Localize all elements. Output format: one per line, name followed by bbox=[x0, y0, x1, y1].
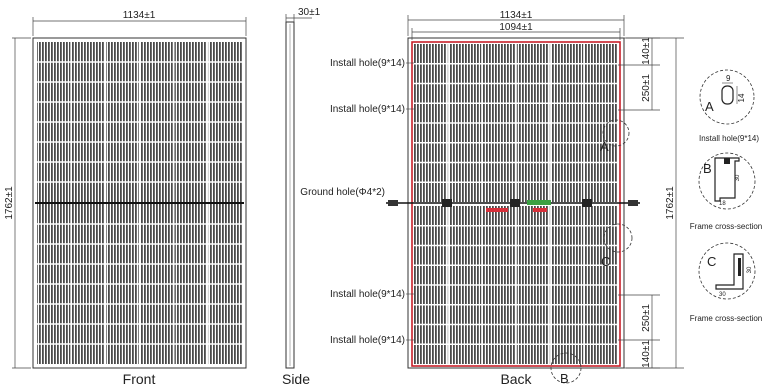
frame-profile-c bbox=[715, 253, 744, 290]
side-view: 30±1 Side bbox=[282, 7, 321, 387]
junction-box-cables bbox=[386, 199, 640, 212]
back-width-outer-label: 1134±1 bbox=[500, 10, 533, 21]
detail-b-circle bbox=[698, 152, 756, 210]
hole-bottom-dim-label: 140±1 bbox=[641, 340, 652, 368]
front-height-dimension bbox=[12, 37, 31, 369]
detail-c-dim-w: 30 bbox=[719, 292, 726, 298]
detail-a-caption: Install hole(9*14) bbox=[699, 134, 759, 143]
back-width-inner-label: 1094±1 bbox=[499, 22, 533, 33]
cable-connector-left bbox=[388, 200, 398, 206]
front-width-dimension bbox=[32, 17, 247, 36]
detail-marker-a: A bbox=[600, 139, 609, 154]
detail-b-dim-w: 18 bbox=[719, 201, 726, 207]
install-hole-leaders bbox=[406, 62, 414, 341]
front-view: 1134±1 1762±1 Front bbox=[4, 10, 247, 387]
junction-box-right bbox=[582, 199, 592, 207]
install-hole-label-2: Install hole(9*14) bbox=[330, 104, 405, 115]
detail-b-caption: Frame cross-section bbox=[690, 222, 762, 231]
install-hole-label-3: Install hole(9*14) bbox=[330, 289, 405, 300]
frame-profile-b-notch bbox=[724, 158, 730, 164]
front-cell-grid bbox=[37, 42, 242, 364]
detail-marker-b-circle bbox=[550, 352, 582, 384]
front-height-label: 1762±1 bbox=[4, 186, 15, 220]
detail-c-dim-h: 30 bbox=[747, 266, 753, 273]
frame-profile-c-slot bbox=[738, 258, 741, 276]
front-panel-frame bbox=[32, 37, 247, 369]
detail-a-dim-w: 9 bbox=[726, 74, 731, 83]
detail-a-letter: A bbox=[705, 99, 714, 114]
hole-spacing-bottom-dim-label: 250±1 bbox=[641, 304, 652, 332]
install-hole-slot bbox=[721, 85, 734, 105]
detail-c: 30 30 C Frame cross-section bbox=[690, 242, 762, 323]
label-green bbox=[527, 200, 551, 205]
label-red-left bbox=[486, 208, 508, 212]
side-caption: Side bbox=[282, 371, 310, 387]
back-width-dimensions bbox=[407, 15, 625, 40]
side-thickness-dimension bbox=[285, 14, 312, 22]
cable-connector-right bbox=[628, 200, 638, 206]
junction-box-middle bbox=[510, 199, 520, 207]
back-hole-position-dimensions bbox=[618, 37, 684, 369]
back-caption: Back bbox=[500, 371, 532, 387]
detail-b-letter: B bbox=[703, 161, 712, 176]
detail-c-circle bbox=[698, 242, 756, 300]
label-red-right bbox=[533, 208, 547, 212]
detail-b: 30 18 B Frame cross-section bbox=[690, 152, 762, 231]
back-frame-red-outline bbox=[411, 41, 621, 367]
install-hole-label-4: Install hole(9*14) bbox=[330, 335, 405, 346]
back-height-label: 1762±1 bbox=[665, 186, 676, 220]
detail-a-dim-h: 14 bbox=[737, 93, 746, 102]
detail-marker-b: B bbox=[560, 371, 569, 386]
side-thickness-label: 30±1 bbox=[298, 7, 321, 18]
detail-c-caption: Frame cross-section bbox=[690, 314, 762, 323]
detail-marker-c: C bbox=[601, 254, 610, 269]
front-width-label: 1134±1 bbox=[123, 10, 156, 21]
detail-b-dim-h: 30 bbox=[735, 174, 741, 181]
back-view: 1134±1 1094±1 140±1 250±1 250±1 140±1 17… bbox=[300, 10, 684, 387]
hole-spacing-top-dim-label: 250±1 bbox=[641, 74, 652, 102]
back-cell-grid bbox=[414, 44, 618, 364]
install-hole-label-1: Install hole(9*14) bbox=[330, 58, 405, 69]
junction-box-left bbox=[442, 199, 452, 207]
detail-marker-a-circle bbox=[602, 119, 630, 147]
detail-c-letter: C bbox=[707, 254, 716, 269]
front-caption: Front bbox=[123, 371, 156, 387]
frame-profile-b bbox=[714, 157, 740, 202]
ground-hole-label: Ground hole(Φ4*2) bbox=[300, 187, 385, 198]
hole-top-dim-label: 140±1 bbox=[641, 37, 652, 65]
detail-marker-c-circle bbox=[603, 223, 633, 253]
detail-a: 9 14 A Install hole(9*14) bbox=[699, 69, 759, 143]
detail-a-circle bbox=[699, 69, 755, 125]
